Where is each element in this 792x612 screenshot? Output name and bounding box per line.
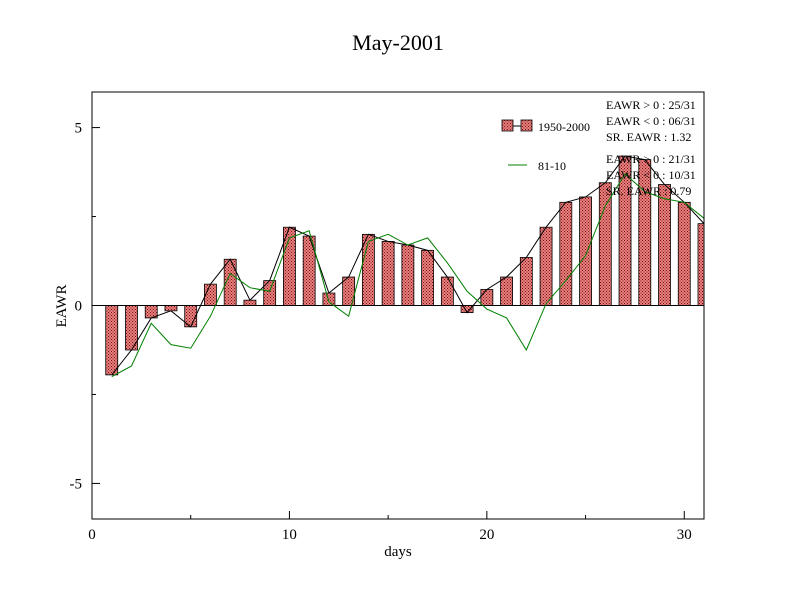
- bar-day-15: [381, 241, 395, 306]
- bar-day-31: [697, 223, 704, 306]
- bar-day-18: [440, 276, 454, 306]
- annotation-81-10-1: EAWR < 0 : 10/31: [606, 168, 696, 182]
- legend-1950-2000-label: 1950-2000: [538, 120, 590, 134]
- annotation-1950-2000-1: EAWR < 0 : 06/31: [606, 114, 696, 128]
- y-tick-label-0: 0: [75, 299, 83, 315]
- bar-day-4: [164, 305, 178, 312]
- bar-day-30: [677, 201, 691, 306]
- legend: 1950-2000 81-10: [501, 119, 590, 173]
- annotation-81-10-0: EAWR > 0 : 21/31: [606, 152, 696, 166]
- bar-day-26: [598, 182, 612, 306]
- annotation-81-10-2: SR. EAWR : 0.79: [606, 184, 691, 198]
- y-tick-label-5: 5: [75, 121, 83, 137]
- bar-day-22: [519, 257, 533, 306]
- bar-day-6: [204, 283, 217, 306]
- bar-day-20: [480, 289, 494, 306]
- legend-1950-2000-swatch-right: [520, 119, 533, 132]
- annotation-1950-2000-2: SR. EAWR : 1.32: [606, 130, 691, 144]
- plot-area: [92, 155, 704, 378]
- x-tick-label-10: 10: [282, 527, 297, 543]
- annotation-1950-2000-0: EAWR > 0 : 25/31: [606, 98, 696, 112]
- bar-day-19: [460, 305, 474, 314]
- bar-day-29: [658, 184, 671, 306]
- bar-day-17: [421, 249, 435, 306]
- legend-1950-2000-swatch-left: [501, 119, 514, 132]
- axes: 0 10 20 30 -5 0 5: [70, 121, 692, 543]
- bar-day-12: [322, 292, 336, 306]
- bar-day-8: [243, 299, 257, 306]
- y-tick-label-m5: -5: [70, 476, 83, 492]
- x-axis-label: days: [384, 544, 412, 560]
- bar-day-21: [500, 276, 513, 306]
- bar-day-16: [401, 244, 415, 306]
- x-tick-label-30: 30: [677, 527, 692, 543]
- legend-81-10-label: 81-10: [538, 159, 566, 173]
- bar-day-23: [539, 226, 553, 306]
- annotations: EAWR > 0 : 25/31 EAWR < 0 : 06/31 SR. EAWR…: [606, 98, 696, 198]
- bar-day-25: [579, 196, 592, 306]
- x-tick-label-20: 20: [479, 527, 494, 543]
- x-tick-label-0: 0: [88, 527, 96, 543]
- y-axis-label: EAWR: [54, 285, 70, 328]
- series-81-10-line: [111, 173, 704, 378]
- bar-day-14: [361, 233, 375, 306]
- bar-day-24: [559, 201, 573, 306]
- chart-title: May-2001: [352, 30, 444, 55]
- bar-day-1: [105, 305, 119, 376]
